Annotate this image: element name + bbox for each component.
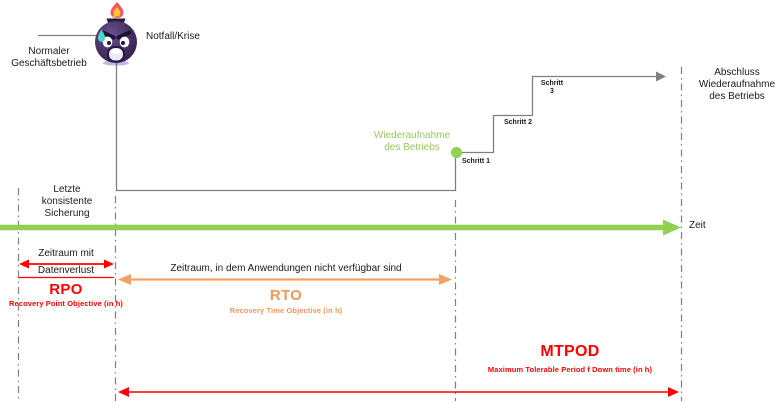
zeit-arrow [0,219,681,236]
mtpod-arrow [118,387,679,397]
data-loss-line1-label: Zeitraum mit [38,248,94,259]
time-axis-label: Zeit [689,220,706,231]
rto-description-label: Zeitraum, in dem Anwendungen nicht verfü… [170,263,402,274]
rpo-subtitle: Recovery Point Objective (in h) [9,299,123,308]
emergency-label: Notfall/Krise [146,31,200,42]
resume-point-marker [451,147,462,158]
connector-lines [38,34,657,192]
bomb-emergency-icon [95,2,137,66]
data-loss-line2-label: Datenverlust [37,265,95,276]
staircase-arrowhead-icon [656,71,666,82]
mtpod-title: MTPOD [540,343,600,360]
zeit-arrowhead-icon [663,219,681,236]
sweat-drop-icon [98,29,105,42]
step-3-label: Schritt 3 [540,80,564,96]
resume-operation-label: Wiederaufnahme des Betriebs [373,130,451,153]
last-backup-label: Letzte konsistente Sicherung [41,184,93,219]
rto-title: RTO [269,287,303,304]
mtpod-subtitle: Maximum Tolerable Period f Down time (in… [487,365,653,374]
step-2-label: Schritt 2 [504,119,533,126]
normal-operation-label: Normaler Geschäftsbetrieb [11,46,87,69]
completion-label: Abschluss Wiederaufnahme des Betriebs [698,67,776,102]
rpo-title: RPO [49,281,83,298]
rto-subtitle: Recovery Time Objective (in h) [229,306,343,315]
rto-arrow [118,274,452,285]
downtime-baseline [115,63,457,192]
recovery-staircase [456,75,657,154]
rpo-arrow [19,259,114,269]
step-1-label: Schritt 1 [462,158,491,165]
